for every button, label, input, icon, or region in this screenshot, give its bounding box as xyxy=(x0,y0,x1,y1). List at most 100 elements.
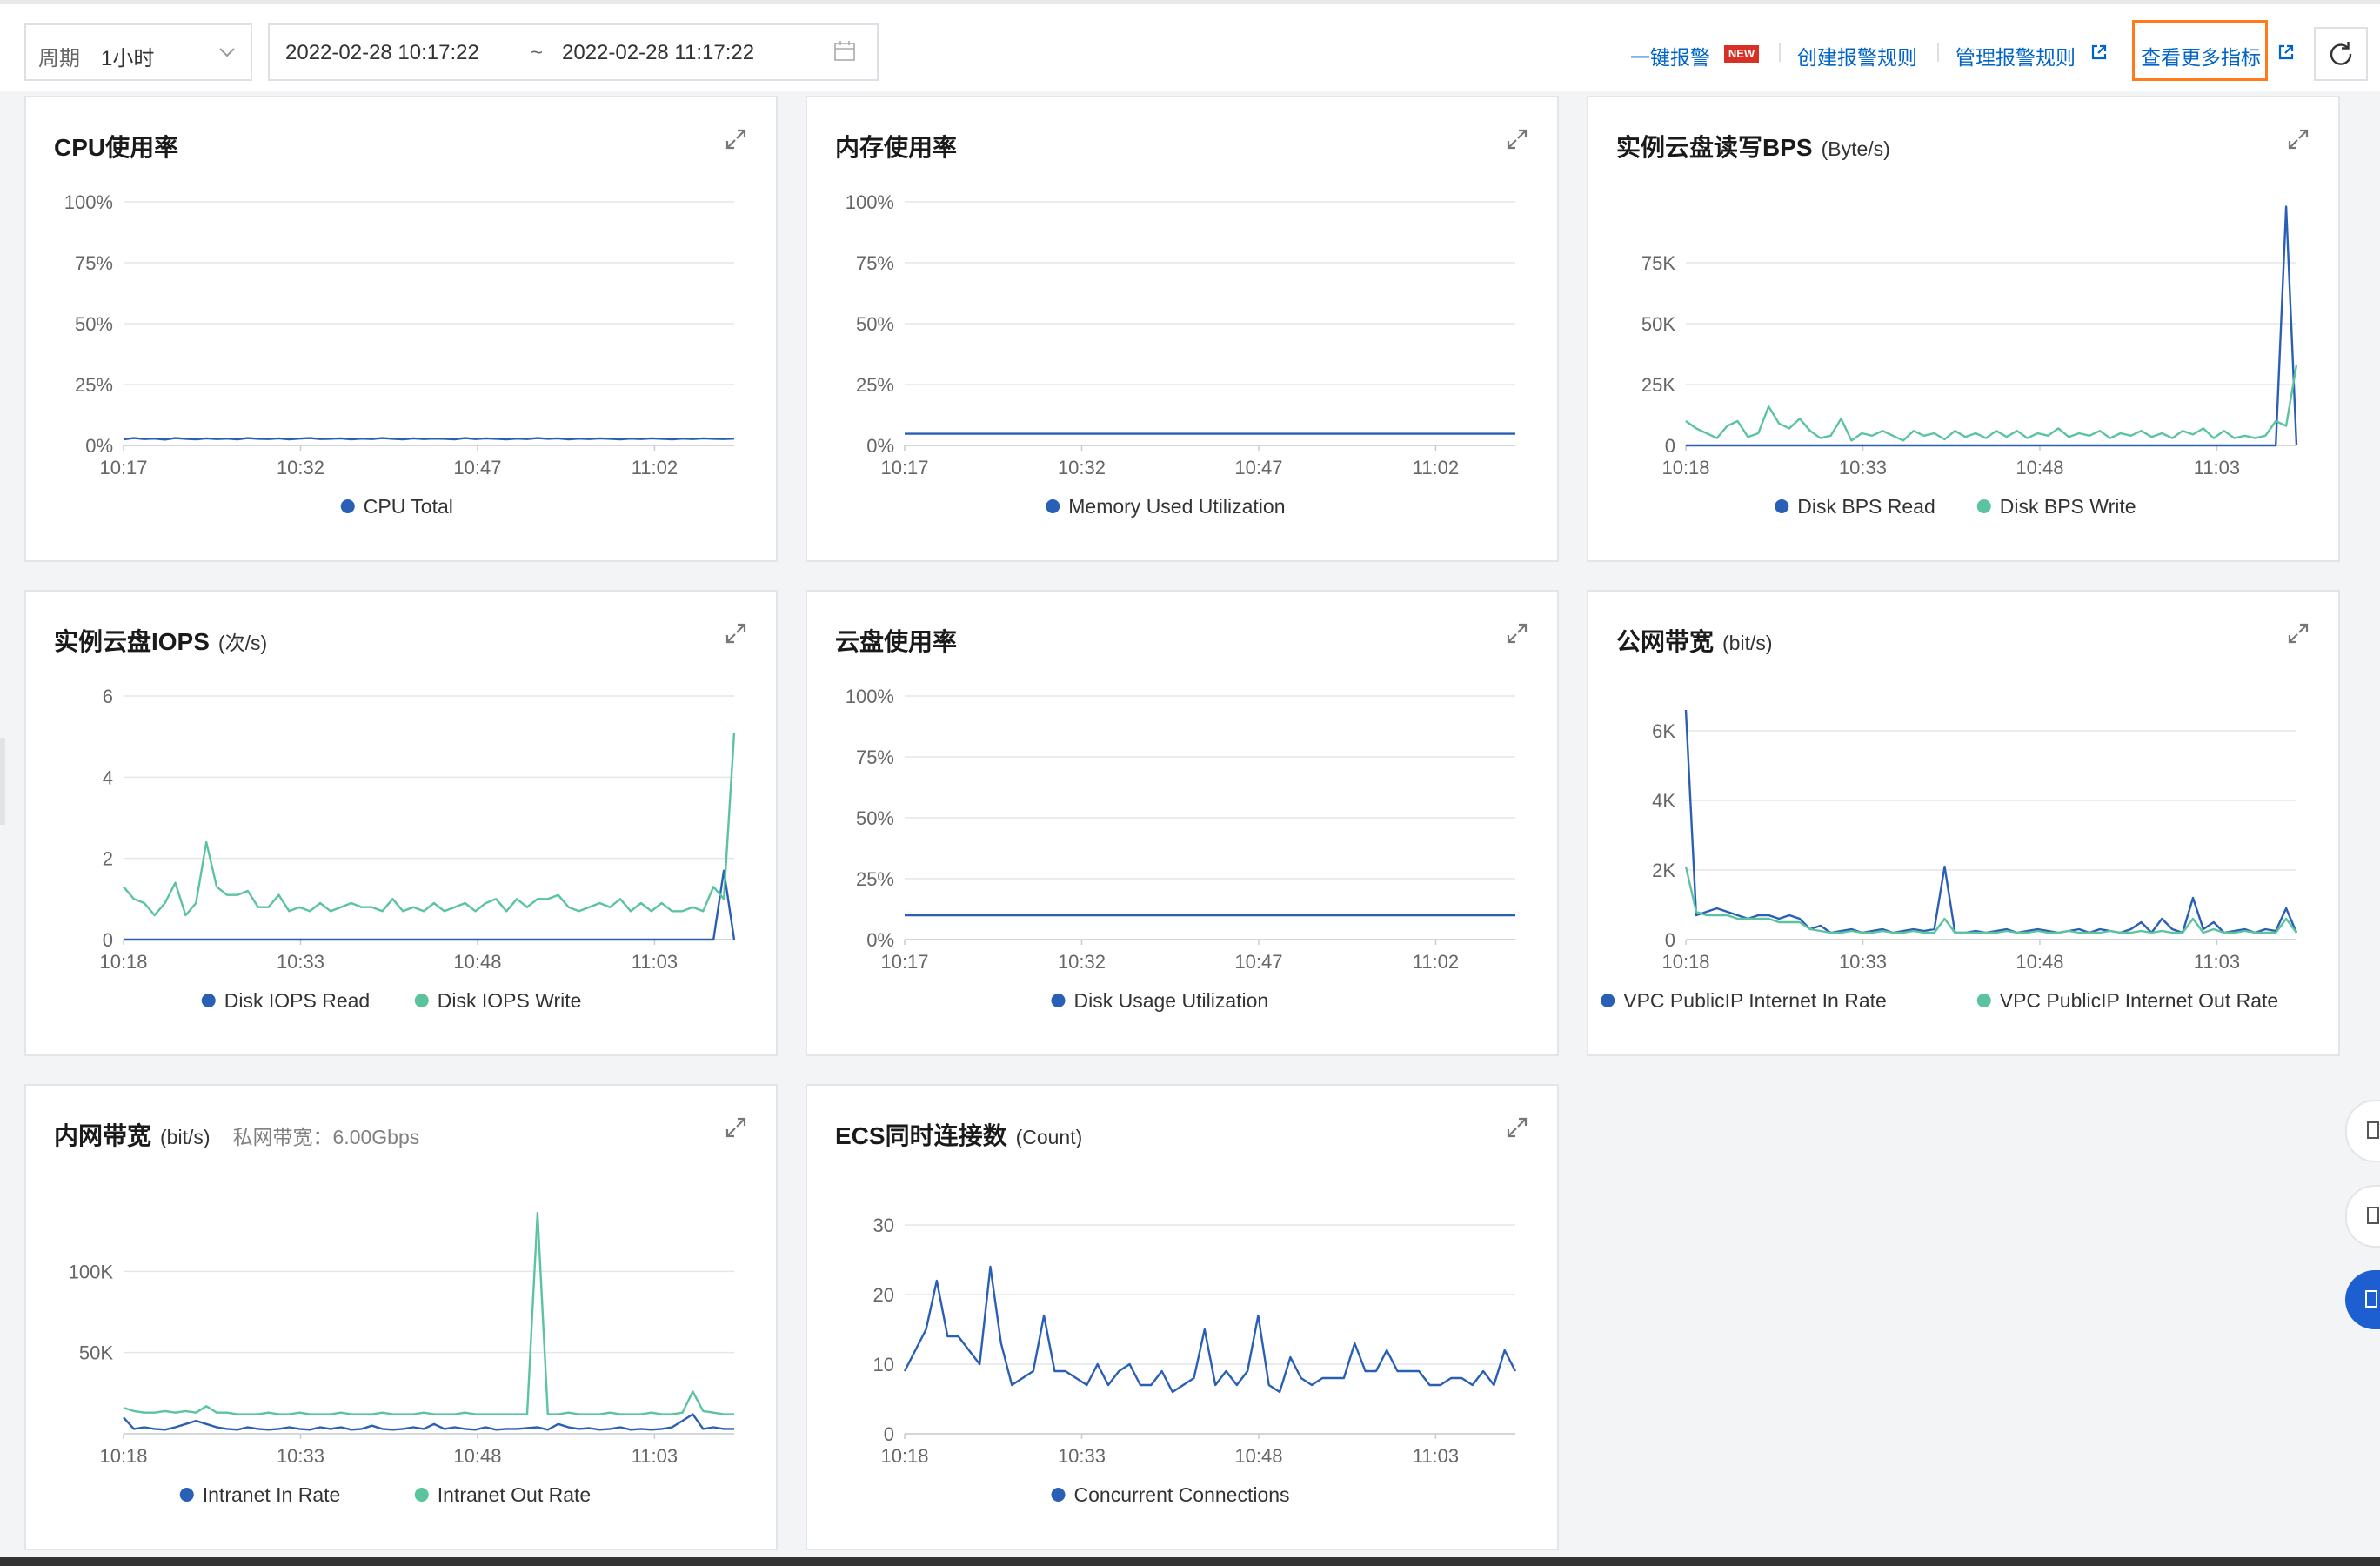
time-range-picker[interactable]: 2022-02-28 10:17:22 ~ 2022-02-28 11:17:2… xyxy=(268,23,879,81)
series-line xyxy=(124,869,736,941)
legend-label: CPU Total xyxy=(364,495,453,518)
expand-icon[interactable] xyxy=(2286,127,2310,151)
range-separator: ~ xyxy=(531,41,544,64)
card-disk-bps: 实例云盘读写BPS (Byte/s) 0 25K 50K 75K 10:18 10:33 10… xyxy=(1587,96,2340,562)
range-end: 2022-02-28 11:17:22 xyxy=(562,41,755,64)
card-disk-iops: 实例云盘IOPS (次/s) 0 2 4 6 10:18 10:33 10:48 11:03 Di… xyxy=(24,590,778,1056)
y-tick-label: 100% xyxy=(846,191,894,213)
y-tick-label: 4K xyxy=(1652,790,1675,812)
refresh-button[interactable] xyxy=(2314,27,2368,81)
card-title: ECS同时连接数 (Count) xyxy=(835,1122,1083,1149)
card-concurrent-connections: ECS同时连接数 (Count) 0 10 20 30 10:18 10:33 10:48 11… xyxy=(806,1084,1559,1550)
external-link-icon[interactable] xyxy=(2277,44,2295,61)
y-tick-label: 0 xyxy=(1665,929,1675,951)
x-tick-label: 10:47 xyxy=(1234,951,1282,973)
x-tick-label: 10:18 xyxy=(880,1445,928,1467)
y-tick-label: 0 xyxy=(884,1423,894,1445)
y-tick-label: 10 xyxy=(873,1354,894,1375)
x-tick-label: 11:02 xyxy=(632,457,678,478)
floating-tab[interactable] xyxy=(2345,1100,2380,1162)
y-tick-label: 75% xyxy=(856,252,894,274)
x-tick-label: 11:03 xyxy=(632,951,678,973)
legend-marker xyxy=(1976,499,1991,513)
y-tick-label: 100K xyxy=(69,1261,114,1282)
period-select[interactable]: 周期 1小时 xyxy=(24,23,252,81)
x-tick-label: 11:03 xyxy=(632,1445,678,1467)
calendar-icon xyxy=(834,41,855,61)
legend-marker xyxy=(1051,994,1066,1007)
y-tick-label: 2 xyxy=(103,848,113,870)
line-chart: 50K 100K 10:18 10:33 10:48 11:03 Intranet In R… xyxy=(69,1211,734,1506)
floating-tab[interactable] xyxy=(2345,1185,2380,1248)
y-tick-label: 0% xyxy=(85,435,113,457)
card-title: 实例云盘IOPS (次/s) xyxy=(54,628,268,655)
toolbar: 周期 1小时 2022-02-28 10:17:22 ~ 2022-02-28 … xyxy=(0,4,2380,91)
y-tick-label: 0 xyxy=(1665,435,1675,457)
expand-icon[interactable] xyxy=(1505,127,1529,151)
series-line xyxy=(1685,365,2298,442)
x-tick-label: 10:48 xyxy=(1234,1445,1282,1467)
series-line xyxy=(123,437,735,441)
x-tick-label: 10:32 xyxy=(277,457,324,478)
y-tick-label: 50K xyxy=(1641,313,1675,335)
y-tick-label: 0% xyxy=(866,435,894,457)
card-title: 实例云盘读写BPS (Byte/s) xyxy=(1616,134,1890,161)
x-tick-label: 10:47 xyxy=(1234,457,1282,478)
legend-label: VPC PublicIP Internet Out Rate xyxy=(2000,989,2278,1012)
external-link-icon[interactable] xyxy=(2090,44,2108,61)
card-title: 内存使用率 xyxy=(835,134,958,161)
series-line xyxy=(123,1413,734,1431)
legend-label: Disk BPS Write xyxy=(2000,495,2136,518)
x-tick-label: 11:03 xyxy=(2194,951,2240,973)
line-chart: 0% 25% 50% 75% 100% 10:17 10:32 10:47 11:02 Disk … xyxy=(846,686,1515,1012)
y-tick-label: 0% xyxy=(866,929,894,951)
view-more-metrics-link[interactable]: 查看更多指标 xyxy=(2141,46,2261,69)
x-tick-label: 10:47 xyxy=(453,457,501,478)
line-chart: 0% 25% 50% 75% 100% 10:17 10:32 10:47 11:02 CPU T… xyxy=(64,191,735,518)
legend-label: Disk BPS Read xyxy=(1797,495,1935,518)
one-click-alarm-link[interactable]: 一键报警 xyxy=(1630,46,1710,69)
legend-marker xyxy=(1046,499,1060,513)
expand-icon[interactable] xyxy=(724,621,748,646)
document-icon xyxy=(2367,1121,2379,1139)
x-tick-label: 11:02 xyxy=(1413,457,1459,478)
legend-label: Intranet Out Rate xyxy=(438,1483,591,1506)
x-tick-label: 10:32 xyxy=(1058,457,1106,478)
x-tick-label: 10:18 xyxy=(1661,457,1709,478)
card-title: 云盘使用率 xyxy=(835,628,958,655)
card-title: 内网带宽 (bit/s) 私网带宽：6.00Gbps xyxy=(54,1122,420,1149)
x-tick-label: 10:18 xyxy=(99,1445,147,1467)
x-tick-label: 10:18 xyxy=(99,951,147,973)
expand-icon[interactable] xyxy=(724,127,748,151)
y-tick-label: 30 xyxy=(873,1215,894,1236)
y-tick-label: 2K xyxy=(1652,860,1675,881)
create-alarm-rule-link[interactable]: 创建报警规则 xyxy=(1797,46,1917,69)
expand-icon[interactable] xyxy=(1505,621,1529,646)
left-edge-tab[interactable] xyxy=(0,738,5,825)
y-tick-label: 100% xyxy=(64,191,113,213)
legend-marker xyxy=(1601,994,1615,1007)
y-tick-label: 6K xyxy=(1652,720,1675,742)
expand-icon[interactable] xyxy=(724,1115,748,1140)
x-tick-label: 11:03 xyxy=(2194,457,2240,478)
x-tick-label: 10:17 xyxy=(880,457,928,478)
legend-marker xyxy=(414,1488,429,1502)
line-chart: 0 25K 50K 75K 10:18 10:33 10:48 11:03 Disk BPS R… xyxy=(1641,205,2298,518)
x-tick-label: 10:33 xyxy=(1058,1445,1106,1467)
y-tick-label: 4 xyxy=(103,766,113,788)
y-tick-label: 75K xyxy=(1641,252,1675,274)
y-tick-label: 50% xyxy=(75,313,113,335)
y-tick-label: 25% xyxy=(856,374,894,396)
x-tick-label: 10:17 xyxy=(880,951,928,973)
legend-marker xyxy=(201,994,216,1007)
card-title: CPU使用率 xyxy=(54,134,179,161)
y-tick-label: 50% xyxy=(856,313,894,335)
x-tick-label: 10:17 xyxy=(99,457,147,478)
x-tick-label: 10:33 xyxy=(277,951,324,973)
legend-label: Memory Used Utilization xyxy=(1068,495,1285,518)
manage-alarm-rule-link[interactable]: 管理报警规则 xyxy=(1955,46,2076,69)
expand-icon[interactable] xyxy=(2286,621,2310,646)
series-line xyxy=(903,1265,1517,1394)
expand-icon[interactable] xyxy=(1505,1115,1529,1140)
floating-tab-active[interactable] xyxy=(2345,1270,2380,1329)
